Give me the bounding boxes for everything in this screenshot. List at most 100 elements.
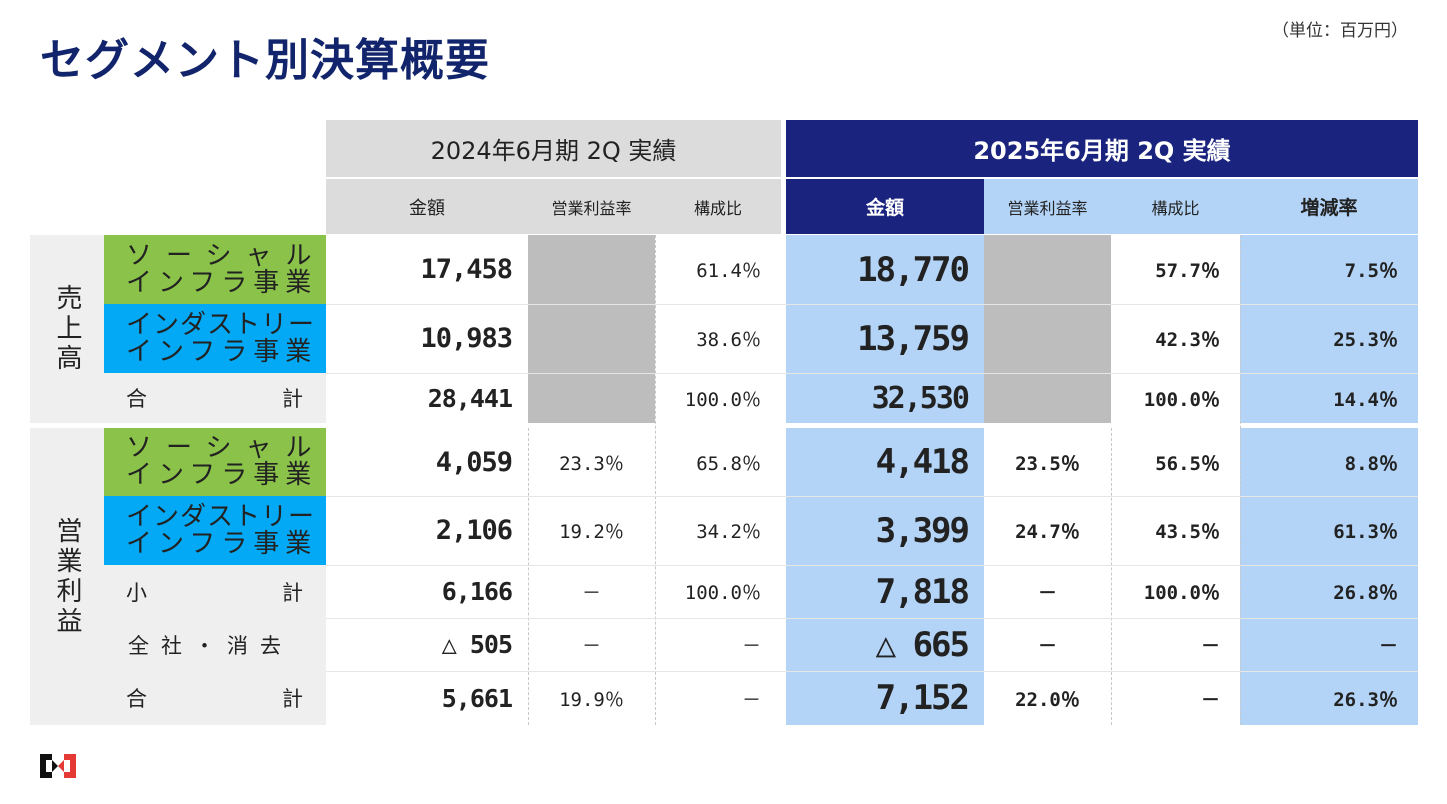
growth-cell: 8.8％ xyxy=(1344,452,1398,475)
curr-margin-cell: － xyxy=(1037,582,1057,604)
header-growth: 増減率 xyxy=(1240,179,1418,234)
header-curr-comp: 構成比 xyxy=(1111,179,1240,234)
row-separator xyxy=(30,423,1418,428)
segment-label-line1: インダストリー xyxy=(126,501,316,532)
curr-comp-cell: 100.0％ xyxy=(1143,582,1220,604)
prev-amount-cell: 4,059 xyxy=(435,446,513,478)
curr-amount-cell: 4,418 xyxy=(875,442,970,482)
growth-cell: 26.3％ xyxy=(1333,688,1398,711)
curr-comp-cell: 43.5％ xyxy=(1155,521,1220,543)
group-operating-profit-label: 営業利益 xyxy=(30,428,104,725)
row-separator xyxy=(326,373,1418,374)
prev-amount-cell: 17,458 xyxy=(420,254,513,285)
curr-margin-cell xyxy=(984,304,1111,373)
segment-social-profit: ソーシャル インフラ事業 xyxy=(104,428,326,496)
prev-margin-cell: － xyxy=(581,635,601,657)
curr-amount-cell: 7,152 xyxy=(875,678,970,718)
curr-amount-cell: △ 665 xyxy=(875,624,970,665)
prev-margin-cell xyxy=(528,235,655,304)
prev-margin-masked xyxy=(528,235,655,423)
prev-margin-cell xyxy=(528,304,655,373)
prev-comp-cell: 100.0％ xyxy=(684,582,761,604)
profit-subtotal-label: 小 計 xyxy=(104,565,326,618)
prev-comp-cell: － xyxy=(741,635,761,657)
segment-label-line1: ソーシャル xyxy=(126,433,326,463)
prev-margin-cell: － xyxy=(581,582,601,604)
row-separator xyxy=(326,565,1418,566)
segment-social-sales: ソーシャル インフラ事業 xyxy=(104,235,326,304)
row-separator xyxy=(326,618,1418,619)
growth-cell: － xyxy=(1378,635,1398,657)
total-char-a: 合 xyxy=(126,387,148,411)
curr-margin-cell: 23.5％ xyxy=(1015,452,1080,475)
curr-comp-cell: 57.7％ xyxy=(1155,260,1220,282)
curr-comp-cell: 56.5％ xyxy=(1155,452,1220,475)
segment-label-line2: インフラ事業 xyxy=(126,336,318,367)
curr-margin-cell xyxy=(984,235,1111,304)
row-separator xyxy=(326,496,1418,497)
growth-cell: 7.5％ xyxy=(1344,260,1398,282)
prev-comp-cell: 61.4％ xyxy=(696,260,761,282)
curr-margin-cell xyxy=(984,373,1111,423)
header-prev-amount: 金額 xyxy=(326,179,528,234)
header-curr-margin: 営業利益率 xyxy=(984,179,1111,234)
elimination-text: 全社・消去 xyxy=(128,633,293,658)
curr-amount-cell: 32,530 xyxy=(871,380,970,416)
header-period-curr: 2025年6月期 2Q 実績 xyxy=(786,120,1418,177)
prev-margin-cell: 19.2％ xyxy=(559,521,624,543)
prev-amount-cell: 10,983 xyxy=(420,323,513,354)
segment-label-line1: ソーシャル xyxy=(126,240,326,271)
unit-note: （単位：百万円） xyxy=(1272,21,1408,41)
prev-amount-cell: 28,441 xyxy=(427,383,513,413)
curr-margin-cell: 22.0％ xyxy=(1015,688,1080,711)
column-divider xyxy=(528,428,529,725)
curr-comp-cell: 100.0％ xyxy=(1143,388,1220,411)
curr-margin-column-bg xyxy=(984,428,1111,725)
column-divider xyxy=(655,235,656,725)
subtotal-char-b: 計 xyxy=(282,580,304,605)
prev-margin-cell xyxy=(528,373,655,423)
segment-industry-profit: インダストリー インフラ事業 xyxy=(104,496,326,565)
prev-comp-cell: 34.2％ xyxy=(696,521,761,543)
growth-cell: 61.3％ xyxy=(1333,521,1398,543)
growth-cell: 25.3％ xyxy=(1333,329,1398,351)
prev-comp-cell: 100.0％ xyxy=(684,388,761,411)
growth-cell: 14.4％ xyxy=(1333,388,1398,411)
segment-label-line2: インフラ事業 xyxy=(126,460,318,490)
prev-amount-cell: △ 505 xyxy=(441,630,513,659)
curr-margin-cell: － xyxy=(1037,635,1057,657)
curr-amount-cell: 18,770 xyxy=(857,249,970,290)
curr-amount-cell: 13,759 xyxy=(857,318,970,359)
segment-label-line2: インフラ事業 xyxy=(126,267,318,298)
total-char-a: 合 xyxy=(126,687,148,711)
page-title: セグメント別決算概要 xyxy=(40,35,490,86)
prev-amount-cell: 2,106 xyxy=(435,515,513,546)
prev-margin-cell: 23.3％ xyxy=(559,452,624,475)
curr-margin-cell: 24.7％ xyxy=(1015,521,1080,543)
sales-total-label: 合 計 xyxy=(104,373,326,423)
curr-comp-cell: － xyxy=(1200,635,1220,657)
segment-label-line1: インダストリー xyxy=(126,309,316,340)
header-curr-amount: 金額 xyxy=(786,179,984,234)
growth-cell: 26.8％ xyxy=(1333,582,1398,604)
prev-comp-cell: 38.6％ xyxy=(696,329,761,351)
curr-amount-cell: 7,818 xyxy=(875,571,970,612)
column-divider xyxy=(1111,428,1112,725)
total-char-b: 計 xyxy=(282,687,304,711)
curr-margin-masked xyxy=(984,235,1111,423)
row-separator xyxy=(326,671,1418,672)
header-period-prev: 2024年6月期 2Q 実績 xyxy=(326,120,781,177)
subtotal-char-a: 小 xyxy=(126,580,148,605)
segment-label-line2: インフラ事業 xyxy=(126,528,318,559)
curr-comp-cell: － xyxy=(1200,688,1220,711)
prev-amount-cell: 6,166 xyxy=(441,577,513,606)
column-divider xyxy=(1240,235,1241,725)
prev-comp-cell: － xyxy=(741,688,761,711)
curr-amount-cell: 3,399 xyxy=(875,510,970,551)
header-prev-comp: 構成比 xyxy=(655,179,781,234)
segment-industry-sales: インダストリー インフラ事業 xyxy=(104,304,326,373)
prev-comp-cell: 65.8％ xyxy=(696,452,761,475)
prev-margin-cell: 19.9％ xyxy=(559,688,624,711)
header-prev-margin: 営業利益率 xyxy=(528,179,655,234)
row-separator xyxy=(326,304,1418,305)
